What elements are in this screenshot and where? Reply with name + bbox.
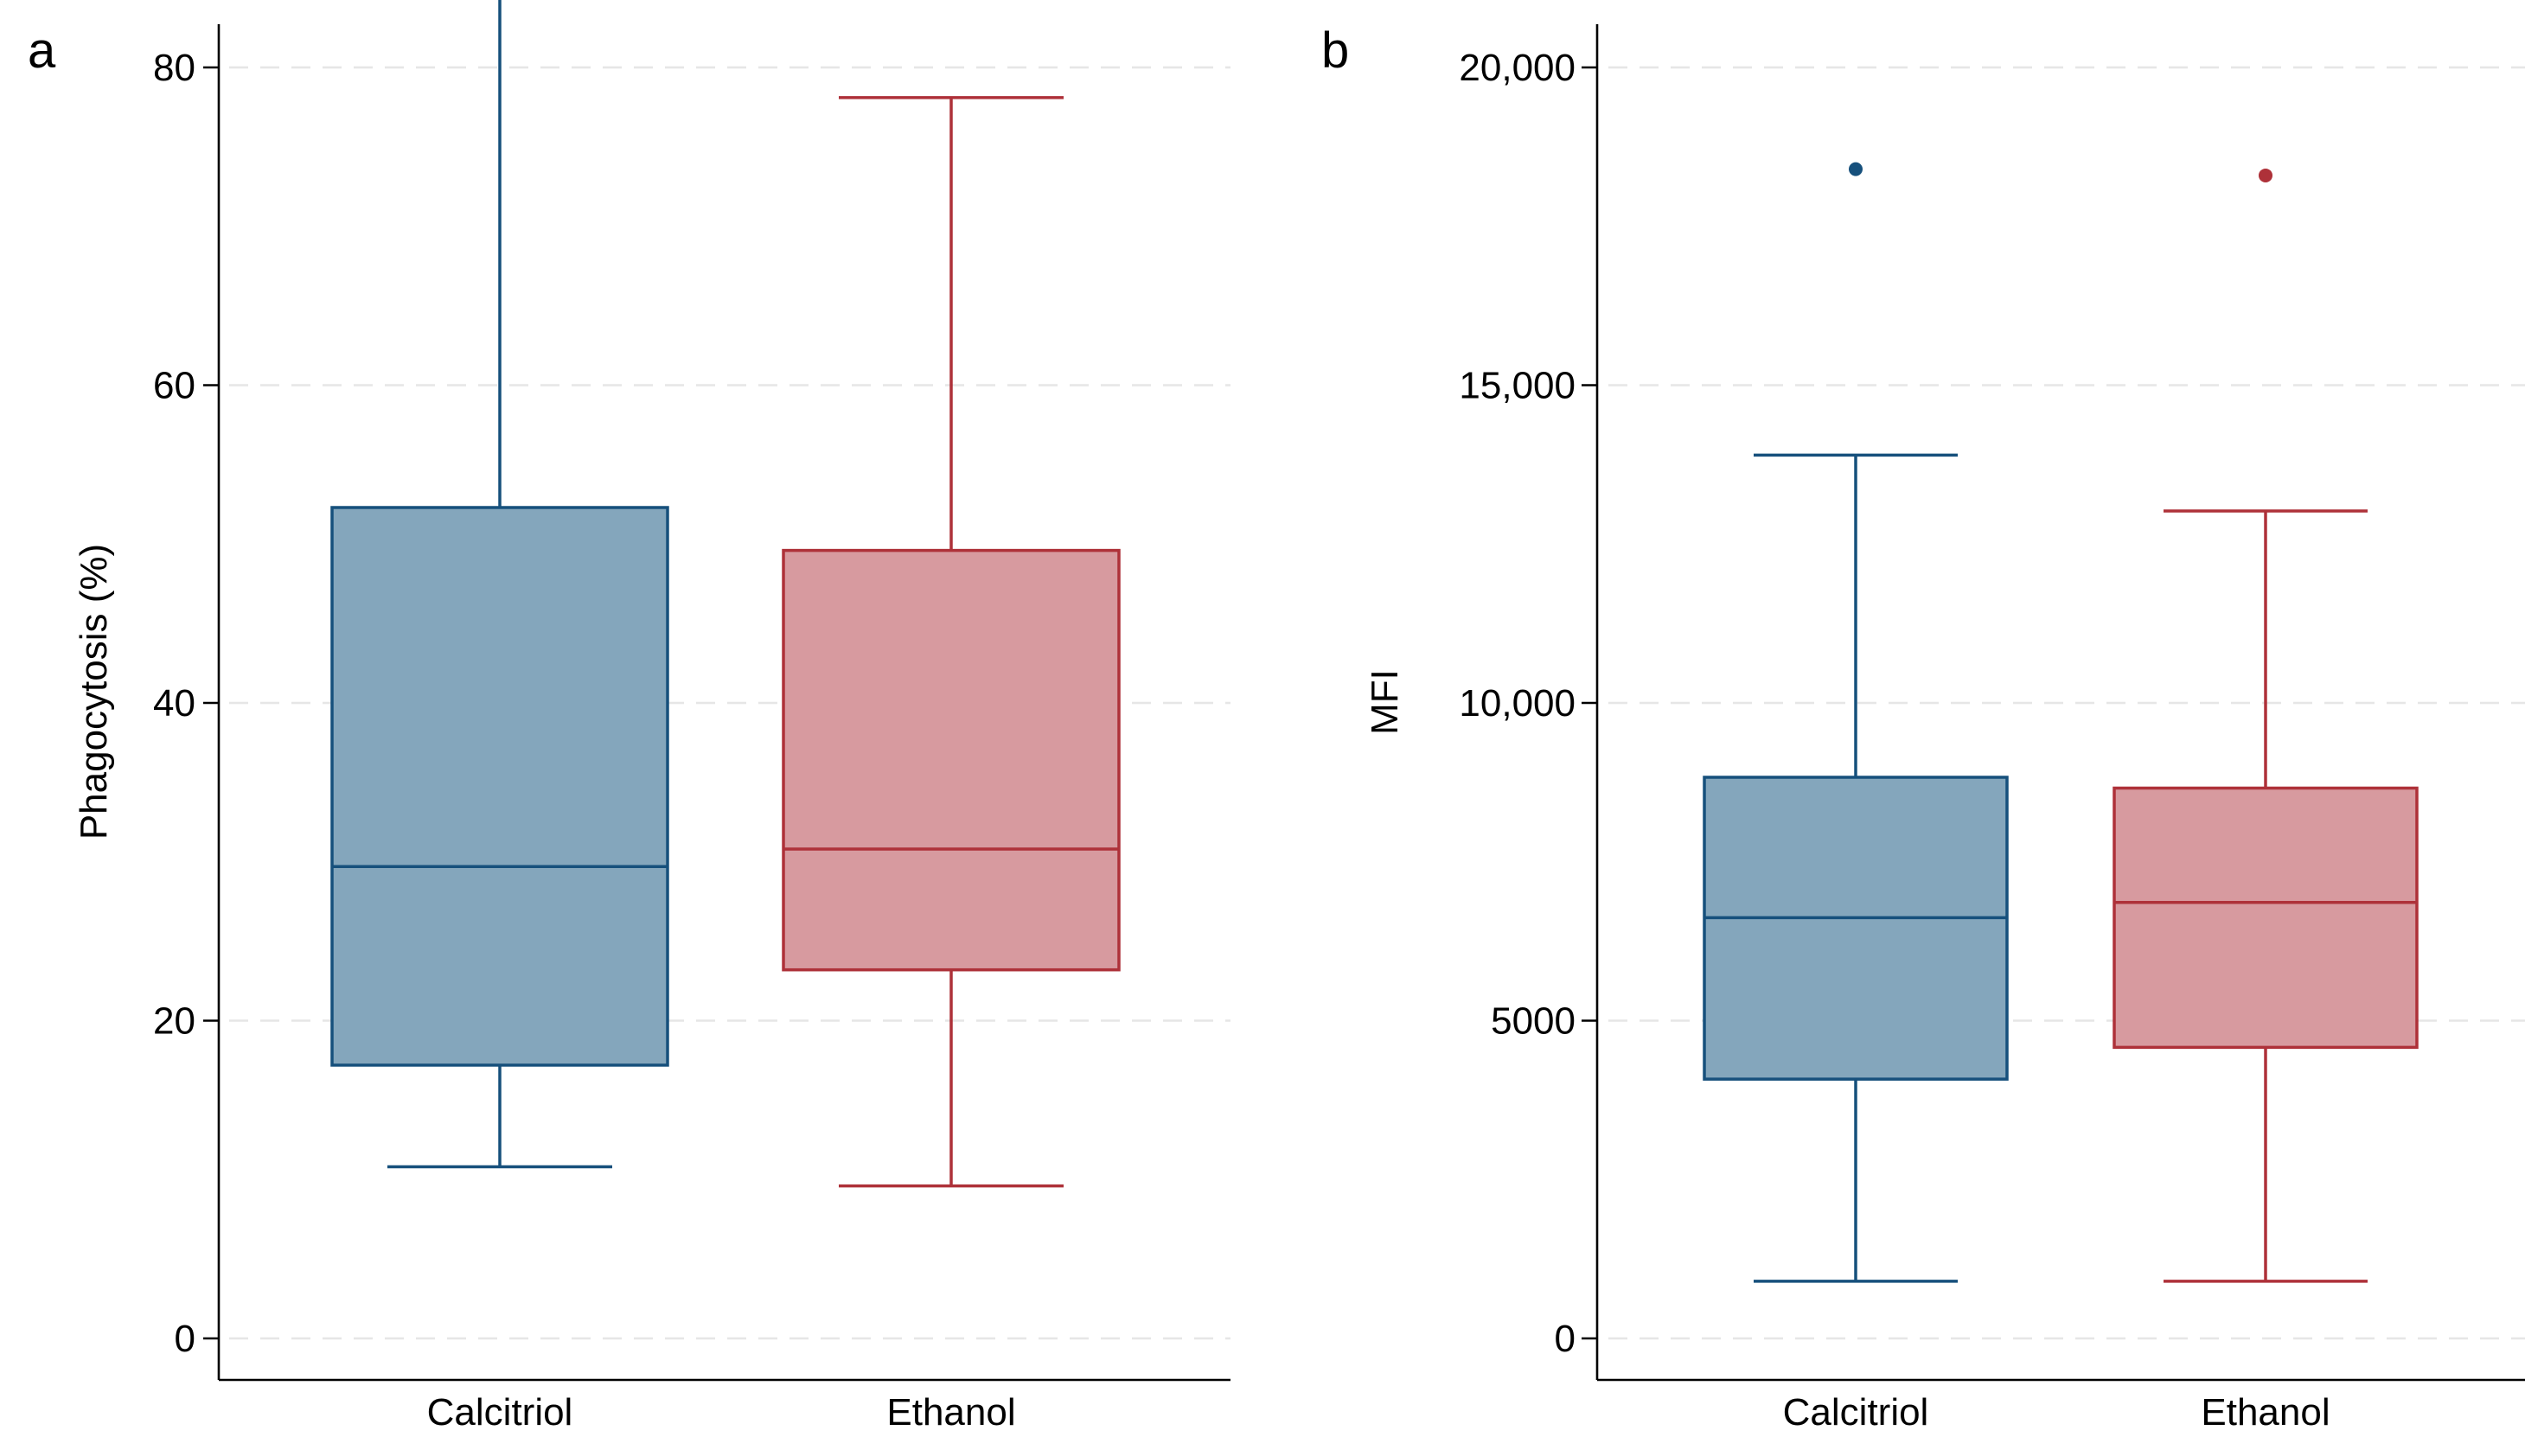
y-tick-label: 0 [1555,1318,1576,1360]
outlier-point [2259,168,2272,182]
outlier-point [1849,162,1863,176]
iqr-box [330,506,669,1067]
y-tick-label: 15,000 [1459,365,1576,407]
y-tick-label: 10,000 [1459,682,1576,725]
gridlines [1608,66,2525,1340]
y-ticks: 0 5000 10,000 15,000 20,000 [1459,47,1597,1360]
y-axis-title: Phagocytosis (%) [73,544,115,840]
boxes [330,0,1121,1188]
y-tick-label: 5000 [1491,1000,1576,1043]
x-category-label: Calcitriol [427,1391,573,1434]
x-category-label: Calcitriol [1783,1391,1929,1434]
x-category-label: Ethanol [2201,1391,2330,1434]
boxes [1703,162,2419,1283]
y-tick-label: 40 [153,682,195,725]
iqr-box [782,548,1121,972]
y-tick-label: 0 [175,1318,195,1360]
y-ticks: 0 20 40 60 80 [153,47,219,1360]
y-tick-label: 60 [153,365,195,407]
y-tick-label: 80 [153,47,195,89]
y-tick-label: 20 [153,1000,195,1043]
iqr-box [2113,786,2419,1050]
y-tick-label: 20,000 [1459,47,1576,89]
x-category-label: Ethanol [886,1391,1015,1434]
panel-letter: a [28,22,56,79]
panel-letter: b [1321,22,1349,79]
panel-b: b MFI 0 5000 10,000 15,000 20,000 Calcitriol… [1321,22,2525,1434]
box-ethanol [2113,168,2419,1283]
iqr-box [1703,776,2009,1081]
box-calcitriol [330,0,669,1169]
box-ethanol [782,96,1121,1188]
y-axis-title: MFI [1364,669,1406,735]
box-calcitriol [1703,162,2009,1283]
